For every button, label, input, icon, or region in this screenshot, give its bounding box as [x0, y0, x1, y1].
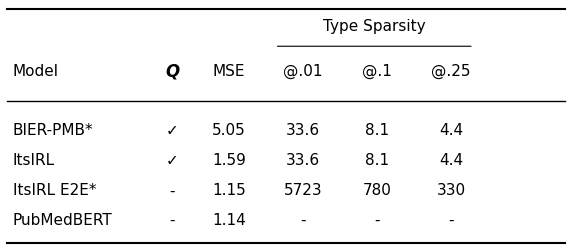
Text: ItsIRL E2E*: ItsIRL E2E*: [13, 183, 96, 198]
Text: ItsIRL: ItsIRL: [13, 153, 55, 168]
Text: 1.59: 1.59: [212, 153, 246, 168]
Text: 4.4: 4.4: [439, 153, 463, 168]
Text: MSE: MSE: [213, 64, 245, 79]
Text: 5.05: 5.05: [212, 123, 246, 139]
Text: BIER-PMB*: BIER-PMB*: [13, 123, 93, 139]
Text: Type Sparsity: Type Sparsity: [323, 19, 426, 34]
Text: @.1: @.1: [362, 64, 392, 79]
Text: 33.6: 33.6: [286, 123, 320, 139]
Text: -: -: [300, 213, 306, 228]
Text: 780: 780: [363, 183, 391, 198]
Text: -: -: [169, 183, 175, 198]
Text: 1.15: 1.15: [212, 183, 246, 198]
Text: 33.6: 33.6: [286, 153, 320, 168]
Text: Model: Model: [13, 64, 59, 79]
Text: @.25: @.25: [431, 64, 471, 79]
Text: -: -: [374, 213, 380, 228]
Text: 330: 330: [436, 183, 466, 198]
Text: PubMedBERT: PubMedBERT: [13, 213, 113, 228]
Text: ✓: ✓: [166, 153, 178, 168]
Text: 5723: 5723: [284, 183, 323, 198]
Text: 1.14: 1.14: [212, 213, 246, 228]
Text: Q: Q: [165, 62, 179, 80]
Text: 8.1: 8.1: [365, 153, 389, 168]
Text: 8.1: 8.1: [365, 123, 389, 139]
Text: -: -: [448, 213, 454, 228]
Text: @.01: @.01: [283, 64, 323, 79]
Text: ✓: ✓: [166, 123, 178, 139]
Text: 4.4: 4.4: [439, 123, 463, 139]
Text: -: -: [169, 213, 175, 228]
